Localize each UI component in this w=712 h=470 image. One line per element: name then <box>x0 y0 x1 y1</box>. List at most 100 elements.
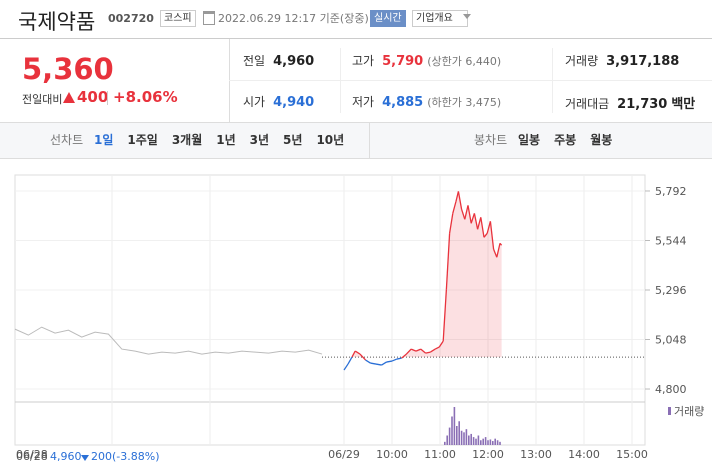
volume-bar <box>453 407 456 445</box>
period-tab[interactable]: 5년 <box>283 133 303 147</box>
y-tick-label: 5,792 <box>655 185 687 198</box>
price-line-segment <box>470 213 476 224</box>
datetime: 2022.06.29 12:17 기준(장중) <box>218 12 369 25</box>
price-line-segment <box>467 205 472 224</box>
candle-tab[interactable]: 일봉 <box>518 133 541 147</box>
price-line-segment <box>442 289 448 342</box>
stat-label: 저가 <box>352 95 375 109</box>
price-line-segment <box>483 232 488 238</box>
price-line-segment <box>457 191 463 210</box>
price-line-segment <box>401 353 407 359</box>
period-tab[interactable]: 10년 <box>316 133 345 147</box>
stat: 거래대금 21,730 백만 <box>565 93 695 112</box>
x-tick-label: 06/29 <box>328 448 360 461</box>
price-line-segment <box>455 191 460 202</box>
candle-tabs: 일봉 주봉 월봉 <box>518 131 626 148</box>
footer-price: 4,960 <box>50 450 82 463</box>
price-line-segment <box>386 360 393 363</box>
tab-bar <box>0 122 712 159</box>
period-tab[interactable]: 1주일 <box>127 133 158 147</box>
stat-label: 시가 <box>243 95 266 109</box>
price-line-segment <box>370 362 377 365</box>
price-line-segment <box>430 348 436 353</box>
volume-bar <box>494 438 496 445</box>
market-badge: 코스피 <box>160 10 196 27</box>
candle-tab[interactable]: 월봉 <box>590 133 613 147</box>
volume-bar <box>492 441 494 445</box>
divider <box>0 38 712 39</box>
volume-bar <box>470 433 472 445</box>
period-tab[interactable]: 1일 <box>94 133 114 147</box>
price-line-segment <box>445 233 451 290</box>
price-line-segment <box>405 348 412 355</box>
volume-bar <box>456 426 458 445</box>
price-line-segment <box>351 350 356 358</box>
price-line-segment <box>452 201 457 214</box>
price-line-segment <box>460 209 466 220</box>
area-fill <box>344 191 502 358</box>
stock-code: 002720 <box>108 12 154 25</box>
period-tab[interactable]: 3년 <box>249 133 270 147</box>
price-line-segment <box>492 249 498 258</box>
x-tick-label: 12:00 <box>472 448 504 461</box>
price-line-segment <box>375 363 382 366</box>
volume-bar <box>463 432 465 445</box>
footer-change: 200 <box>91 450 112 463</box>
volume-bar <box>472 437 475 445</box>
volume-bar <box>489 439 492 445</box>
volume-bar <box>487 440 489 445</box>
y-tick-label: 5,048 <box>655 334 687 347</box>
down-arrow <box>81 455 89 461</box>
candle-tab[interactable]: 주봉 <box>554 133 577 147</box>
period-tab[interactable]: 1년 <box>216 133 236 147</box>
stat-value: 4,940 <box>273 95 315 110</box>
stat-label: 고가 <box>352 54 375 68</box>
volume-bar <box>444 441 446 445</box>
volume-bar <box>477 435 480 445</box>
dropdown-arrow <box>463 14 471 23</box>
realtime-badge[interactable]: 실시간 <box>370 10 406 27</box>
price-line-segment <box>434 346 440 350</box>
price-line-segment <box>410 348 417 352</box>
volume-legend-swatch <box>668 407 671 415</box>
stat-value: 4,885 <box>382 95 424 110</box>
volume-bar <box>480 440 482 445</box>
price-line-segment <box>480 217 485 238</box>
separator <box>107 91 108 105</box>
stat-note: (하한가 3,475) <box>427 96 502 109</box>
price-line-segment <box>499 242 503 246</box>
stat-label: 전일 <box>243 54 266 68</box>
volume-bar <box>484 437 487 445</box>
volume-bar <box>460 430 463 445</box>
price: 5,360 <box>22 52 114 86</box>
price-line-segment <box>391 358 398 362</box>
up-arrow <box>63 92 75 103</box>
x-tick-label: 15:00 <box>616 448 648 461</box>
stat: 전일 4,960 <box>243 52 318 69</box>
volume-bar <box>496 440 499 445</box>
volume-bar <box>448 427 451 445</box>
stat-label: 거래량 <box>565 54 599 68</box>
price-line-segment <box>415 348 422 352</box>
stat-value: 3,917,188 <box>606 54 680 69</box>
volume-bar <box>451 416 453 445</box>
price-line-segment <box>381 361 387 366</box>
chart-frame <box>14 174 646 446</box>
volume-bar <box>465 429 468 445</box>
stock-name: 국제약품 <box>18 10 96 34</box>
divider <box>229 80 712 81</box>
price-line-segment <box>343 363 349 371</box>
y-tick-label: 4,800 <box>655 383 687 396</box>
calendar-icon <box>203 11 215 25</box>
x-tick-label: 13:00 <box>520 448 552 461</box>
stat-value: 5,790 <box>382 54 424 69</box>
period-tab[interactable]: 3개월 <box>171 133 203 147</box>
stat-unit: 백만 <box>671 97 696 112</box>
y-tick-label: 5,544 <box>655 234 687 247</box>
footer-date: 06/28 <box>16 450 48 463</box>
y-tick-label: 5,296 <box>655 284 687 297</box>
volume-bar <box>499 441 501 445</box>
price-line-segment <box>486 221 492 234</box>
